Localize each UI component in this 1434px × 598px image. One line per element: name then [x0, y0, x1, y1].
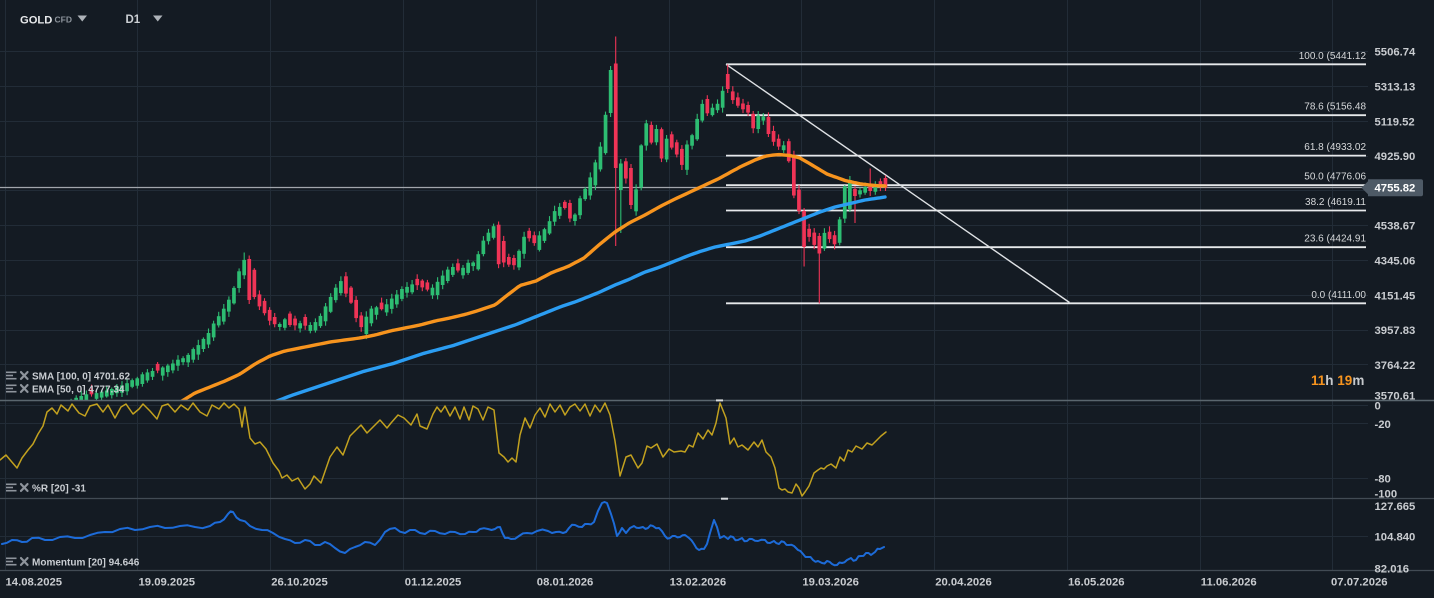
svg-text:0.0 (4111.00: 0.0 (4111.00 — [1311, 290, 1366, 301]
svg-text:78.6 (5156.48: 78.6 (5156.48 — [1304, 102, 1366, 113]
svg-text:4538.67: 4538.67 — [1375, 221, 1416, 233]
svg-text:08.01.2026: 08.01.2026 — [537, 577, 594, 589]
svg-text:4925.90: 4925.90 — [1375, 151, 1416, 163]
svg-text:GOLD: GOLD — [20, 15, 52, 27]
svg-text:5506.74: 5506.74 — [1375, 47, 1417, 59]
svg-text:20.04.2026: 20.04.2026 — [935, 577, 992, 589]
svg-text:3764.22: 3764.22 — [1375, 360, 1416, 372]
svg-text:61.8 (4933.02: 61.8 (4933.02 — [1304, 142, 1366, 153]
svg-text:23.6 (4424.91: 23.6 (4424.91 — [1304, 234, 1366, 245]
svg-text:13.02.2026: 13.02.2026 — [670, 577, 727, 589]
svg-text:50.0 (4776.06: 50.0 (4776.06 — [1304, 172, 1366, 183]
svg-text:82.016: 82.016 — [1375, 563, 1410, 575]
svg-text:4151.45: 4151.45 — [1375, 290, 1416, 302]
svg-text:%R [20] -31: %R [20] -31 — [32, 484, 86, 495]
svg-text:4755.82: 4755.82 — [1375, 183, 1416, 195]
svg-text:4345.06: 4345.06 — [1375, 256, 1416, 268]
svg-text:D1: D1 — [126, 14, 141, 26]
svg-text:100.0 (5441.12: 100.0 (5441.12 — [1299, 51, 1367, 62]
svg-text:127.665: 127.665 — [1375, 501, 1416, 513]
svg-text:-100: -100 — [1375, 488, 1398, 500]
svg-text:0: 0 — [1375, 401, 1381, 413]
svg-text:38.2 (4619.11: 38.2 (4619.11 — [1305, 197, 1366, 208]
svg-text:11h 19m: 11h 19m — [1311, 373, 1364, 388]
svg-text:-80: -80 — [1375, 474, 1391, 486]
svg-text:01.12.2025: 01.12.2025 — [405, 577, 462, 589]
svg-text:19.03.2026: 19.03.2026 — [802, 577, 859, 589]
svg-text:16.05.2026: 16.05.2026 — [1068, 577, 1125, 589]
svg-text:5313.13: 5313.13 — [1375, 82, 1416, 94]
svg-text:3957.83: 3957.83 — [1375, 325, 1416, 337]
svg-text:EMA [50, 0] 4777.34: EMA [50, 0] 4777.34 — [32, 385, 125, 396]
svg-text:SMA [100, 0] 4701.62: SMA [100, 0] 4701.62 — [32, 372, 130, 383]
svg-text:19.09.2025: 19.09.2025 — [139, 577, 196, 589]
svg-text:Momentum [20] 94.646: Momentum [20] 94.646 — [32, 558, 140, 569]
svg-text:26.10.2025: 26.10.2025 — [271, 577, 328, 589]
svg-text:3570.61: 3570.61 — [1375, 390, 1416, 402]
svg-text:104.840: 104.840 — [1375, 532, 1416, 544]
svg-text:-20: -20 — [1375, 419, 1391, 431]
svg-text:11.06.2026: 11.06.2026 — [1201, 577, 1257, 589]
svg-text:14.08.2025: 14.08.2025 — [6, 577, 63, 589]
svg-text:5119.52: 5119.52 — [1375, 116, 1415, 128]
svg-text:07.07.2026: 07.07.2026 — [1331, 577, 1388, 589]
svg-text:CFD: CFD — [55, 15, 72, 25]
